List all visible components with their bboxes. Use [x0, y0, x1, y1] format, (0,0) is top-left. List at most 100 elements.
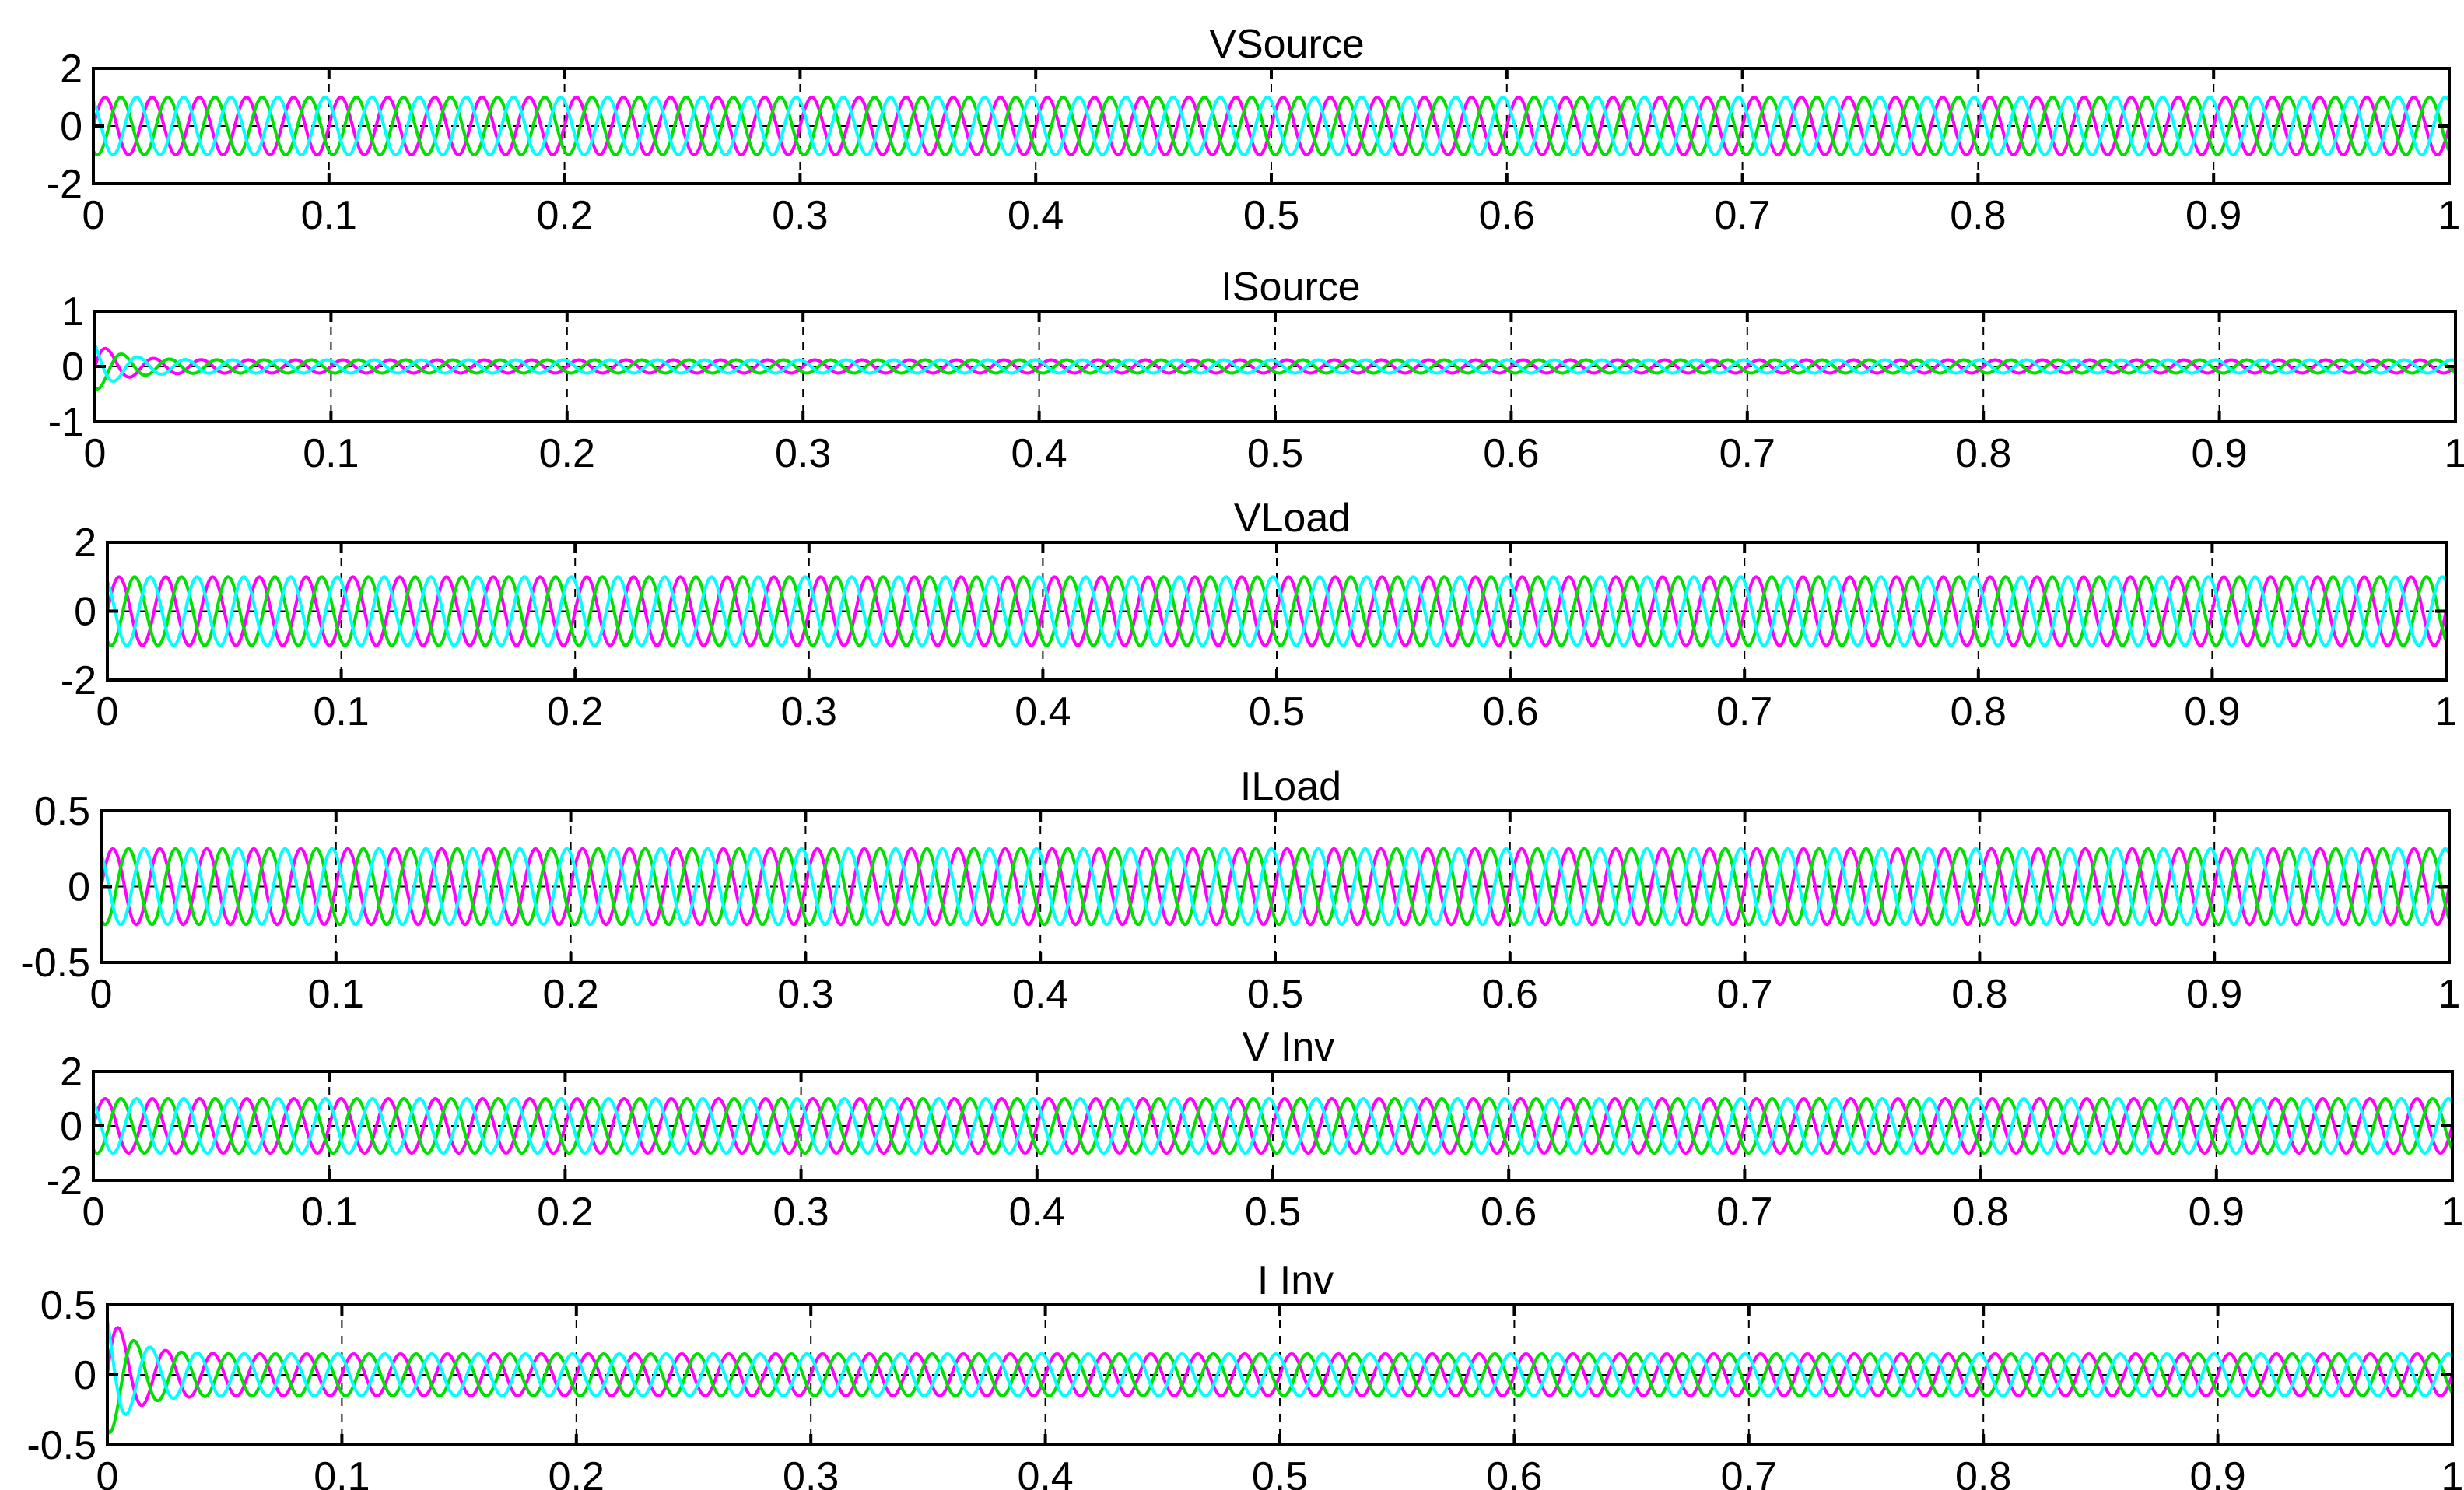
series-line-3 — [106, 575, 2448, 647]
subplot-title: ILoad — [1240, 764, 1341, 809]
series-line-2 — [92, 1096, 2454, 1155]
x-tick-label: 0.1 — [313, 689, 369, 734]
subplot-title: VLoad — [1234, 496, 1351, 541]
x-tick-label: 0.6 — [1479, 193, 1535, 238]
x-tick-label: 0.8 — [1955, 1454, 2011, 1490]
subplot-6: 0 0.1 0.2 0.3 0.4 0.5 0.6 0.7 0.8 0.9 10.50-0.5I I… — [26, 1258, 2463, 1490]
x-tick-label: 0.5 — [1247, 431, 1303, 476]
x-tick-label: 0.7 — [1721, 1454, 1777, 1490]
x-tick-label: 0.4 — [1009, 1190, 1065, 1235]
subplot-title: V Inv — [1243, 1025, 1335, 1070]
y-tick-label: 0 — [68, 865, 90, 910]
x-tick-label: 1 — [2445, 431, 2464, 476]
y-tick-label: 0.5 — [40, 1283, 96, 1328]
x-tick-label: 0.6 — [1481, 1190, 1537, 1235]
x-tick-label: 0.3 — [783, 1454, 839, 1490]
y-tick-label: 0.5 — [34, 789, 90, 834]
x-tick-label: 0.7 — [1714, 193, 1770, 238]
series-line-2 — [106, 575, 2448, 647]
x-tick-label: 1 — [2435, 689, 2458, 734]
x-tick-label: 0 — [84, 431, 107, 476]
subplot-title: ISource — [1221, 265, 1360, 310]
series-line-3 — [106, 1320, 2454, 1417]
x-tick-label: 0 — [82, 193, 105, 238]
x-tick-label: 1 — [2441, 1190, 2464, 1235]
x-tick-label: 0.7 — [1716, 1190, 1772, 1235]
x-tick-label: 0.9 — [2189, 1454, 2245, 1490]
x-tick-label: 0 — [96, 1454, 119, 1490]
x-tick-label: 0.2 — [542, 972, 598, 1017]
series-line-1 — [106, 1326, 2454, 1408]
x-tick-label: 0.4 — [1011, 431, 1067, 476]
x-tick-label: 0.1 — [308, 972, 364, 1017]
x-tick-label: 0.4 — [1017, 1454, 1073, 1490]
x-tick-label: 0.2 — [536, 193, 592, 238]
series-line-1 — [92, 1096, 2454, 1155]
x-tick-label: 0.6 — [1482, 972, 1538, 1017]
x-tick-label: 0 — [90, 972, 113, 1017]
x-tick-label: 0 — [82, 1190, 105, 1235]
series-line-1 — [92, 95, 2451, 157]
x-tick-label: 0.6 — [1483, 431, 1539, 476]
y-tick-label: 1 — [61, 289, 84, 335]
series-line-3 — [92, 1096, 2454, 1155]
x-tick-label: 0 — [96, 689, 119, 734]
y-tick-label: -2 — [47, 1159, 82, 1204]
y-tick-label: 0 — [60, 104, 82, 149]
x-tick-label: 0.9 — [2189, 1190, 2245, 1235]
y-tick-label: -0.5 — [20, 941, 90, 986]
y-tick-label: 0 — [74, 590, 96, 635]
x-tick-label: 0.5 — [1247, 972, 1303, 1017]
x-tick-label: 1 — [2441, 1454, 2464, 1490]
subplot-title: I Inv — [1257, 1258, 1334, 1303]
subplot-5: 0 0.1 0.2 0.3 0.4 0.5 0.6 0.7 0.8 0.9 120-2V Inv — [47, 1025, 2464, 1235]
x-tick-label: 0.7 — [1716, 972, 1772, 1017]
x-tick-label: 0.3 — [777, 972, 833, 1017]
x-tick-label: 0.8 — [1955, 431, 2011, 476]
x-tick-label: 0.9 — [2184, 689, 2240, 734]
series-line-2 — [106, 1339, 2454, 1435]
x-tick-label: 0.4 — [1012, 972, 1068, 1017]
y-tick-label: 2 — [74, 521, 96, 566]
subplot-title: VSource — [1209, 22, 1364, 67]
x-tick-label: 0.4 — [1015, 689, 1071, 734]
x-tick-label: 0.3 — [781, 689, 837, 734]
series-line-2 — [100, 847, 2451, 927]
series-line-1 — [100, 847, 2451, 927]
x-tick-label: 0.5 — [1249, 689, 1305, 734]
series-line-2 — [92, 96, 2451, 156]
x-tick-label: 0.2 — [539, 431, 595, 476]
y-tick-label: 0 — [60, 1104, 82, 1149]
x-tick-label: 0.8 — [1951, 689, 2007, 734]
x-tick-label: 0.7 — [1716, 689, 1772, 734]
y-tick-label: 0 — [74, 1353, 96, 1398]
x-tick-label: 0.6 — [1486, 1454, 1542, 1490]
y-tick-label: -1 — [48, 400, 84, 445]
x-tick-label: 0.5 — [1243, 193, 1299, 238]
series-line-3 — [92, 96, 2451, 156]
x-tick-label: 0.2 — [549, 1454, 605, 1490]
series-line-1 — [106, 575, 2448, 647]
x-tick-label: 0.9 — [2185, 193, 2241, 238]
y-tick-label: 2 — [60, 47, 82, 92]
x-tick-label: 0.5 — [1245, 1190, 1301, 1235]
x-tick-label: 0.9 — [2191, 431, 2247, 476]
x-tick-label: 1 — [2438, 972, 2461, 1017]
series-line-3 — [100, 847, 2451, 927]
x-tick-label: 0.4 — [1008, 193, 1064, 238]
x-tick-label: 0.6 — [1482, 689, 1538, 734]
series-line-2 — [93, 352, 2456, 391]
x-tick-label: 0.1 — [303, 431, 359, 476]
x-tick-label: 0.8 — [1951, 972, 2007, 1017]
y-tick-label: 0 — [61, 345, 84, 390]
x-tick-label: 0.2 — [547, 689, 603, 734]
y-tick-label: 2 — [60, 1050, 82, 1095]
x-tick-label: 0.1 — [301, 1190, 357, 1235]
y-tick-label: -2 — [61, 658, 96, 703]
y-tick-label: -2 — [47, 162, 82, 207]
series-line-1 — [93, 346, 2457, 379]
